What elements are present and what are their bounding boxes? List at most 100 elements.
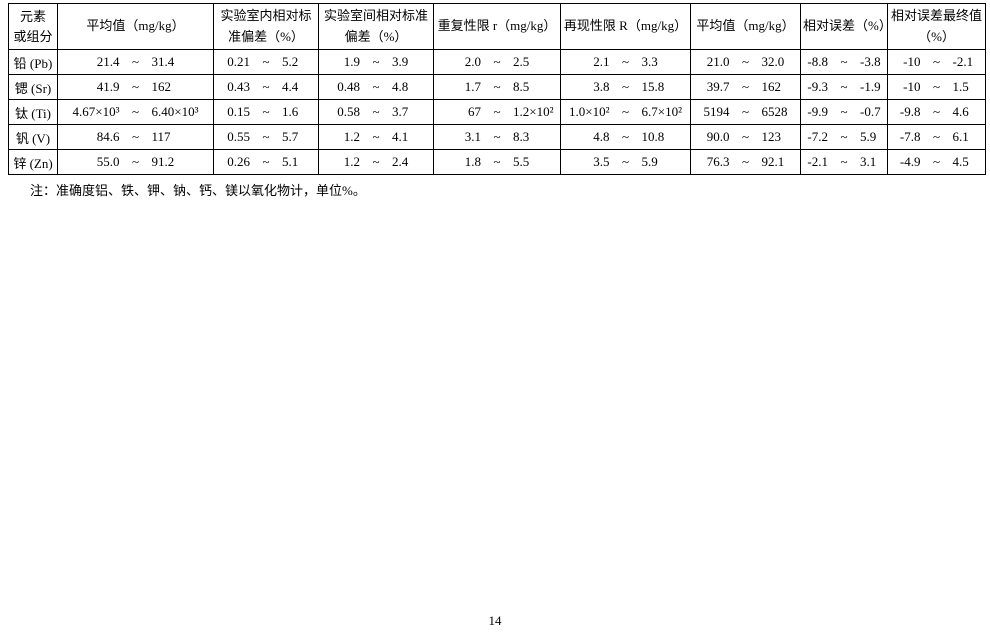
range-cell: 0.55 ~5.7 xyxy=(213,124,319,150)
tilde-separator: ~ xyxy=(741,104,750,119)
range-high: -1.9 xyxy=(860,79,881,94)
tilde-separator: ~ xyxy=(262,79,270,94)
range-high: 1.2×10² xyxy=(513,104,554,119)
table-row-ti: 钛 (Ti) 4.67×10³ ~6.40×10³ 0.15 ~1.6 0.58 ~3… xyxy=(8,99,986,125)
range-cell: 90.0 ~123 xyxy=(690,124,801,150)
tilde-separator: ~ xyxy=(741,54,750,69)
range-high: 32.0 xyxy=(761,54,785,69)
range-cell: 0.26 ~5.1 xyxy=(213,149,319,175)
range-high: 10.8 xyxy=(641,129,665,144)
element-cell: 钒 (V) xyxy=(8,124,58,150)
range-low: 67 xyxy=(468,104,481,119)
range-cell: 4.8 ~10.8 xyxy=(560,124,691,150)
tilde-separator: ~ xyxy=(932,129,941,144)
tilde-separator: ~ xyxy=(493,79,501,94)
tilde-separator: ~ xyxy=(493,104,501,119)
range-cell: -4.9 ~4.5 xyxy=(887,149,986,175)
tilde-separator: ~ xyxy=(372,54,380,69)
tilde-separator: ~ xyxy=(262,104,270,119)
range-low: 2.1 xyxy=(593,54,610,69)
tilde-separator: ~ xyxy=(932,104,941,119)
range-high: 2.5 xyxy=(513,54,530,69)
tilde-separator: ~ xyxy=(840,54,848,69)
range-low: 3.8 xyxy=(593,79,610,94)
range-low: -4.9 xyxy=(899,154,921,169)
range-high: 3.1 xyxy=(860,154,877,169)
header-row: 元素 或组分 平均值（mg/kg） 实验室内相对标准偏差（%） 实验室间相对标准… xyxy=(8,3,986,50)
tilde-separator: ~ xyxy=(131,54,140,69)
range-cell: -9.8 ~4.6 xyxy=(887,99,986,125)
range-low: 1.2 xyxy=(343,129,360,144)
tilde-separator: ~ xyxy=(372,79,380,94)
range-low: -9.9 xyxy=(807,104,828,119)
range-cell: 1.9 ~3.9 xyxy=(318,49,434,75)
range-cell: 0.43 ~4.4 xyxy=(213,74,319,100)
tilde-separator: ~ xyxy=(262,154,270,169)
tilde-separator: ~ xyxy=(372,104,380,119)
range-cell: -8.8 ~ -3.8 xyxy=(800,49,888,75)
range-high: 91.2 xyxy=(151,154,175,169)
range-high: 3.9 xyxy=(392,54,409,69)
range-cell: 0.15 ~1.6 xyxy=(213,99,319,125)
range-low: 90.0 xyxy=(706,129,730,144)
range-low: -7.2 xyxy=(807,129,828,144)
element-cell: 锌 (Zn) xyxy=(8,149,58,175)
range-low: 3.1 xyxy=(464,129,481,144)
range-cell: -7.8 ~6.1 xyxy=(887,124,986,150)
range-low: 21.4 xyxy=(96,54,120,69)
range-low: 4.8 xyxy=(593,129,610,144)
tilde-separator: ~ xyxy=(840,104,848,119)
range-cell: 2.1 ~3.3 xyxy=(560,49,691,75)
range-low: 0.26 xyxy=(227,154,250,169)
table-row-v: 钒 (V) 84.6 ~117 0.55 ~5.7 1.2 ~4.1 3.1 ~8.3 … xyxy=(8,124,986,150)
tilde-separator: ~ xyxy=(493,129,501,144)
tilde-separator: ~ xyxy=(840,129,848,144)
range-low: 3.5 xyxy=(593,154,610,169)
tilde-separator: ~ xyxy=(840,79,848,94)
range-low: 55.0 xyxy=(96,154,120,169)
range-cell: -10 ~1.5 xyxy=(887,74,986,100)
table-row-sr: 锶 (Sr) 41.9 ~162 0.43 ~4.4 0.48 ~4.8 1.7 ~8.… xyxy=(8,74,986,100)
range-high: 3.3 xyxy=(641,54,658,69)
tilde-separator: ~ xyxy=(932,154,941,169)
range-cell: 21.0 ~32.0 xyxy=(690,49,801,75)
range-high: 123 xyxy=(761,129,782,144)
range-high: 4.8 xyxy=(392,79,409,94)
range-low: 1.2 xyxy=(343,154,360,169)
range-low: 21.0 xyxy=(706,54,730,69)
col-header-element-line1: 元素 xyxy=(19,9,46,24)
range-low: 76.3 xyxy=(706,154,730,169)
tilde-separator: ~ xyxy=(621,129,630,144)
range-cell: -9.9 ~ -0.7 xyxy=(800,99,888,125)
range-low: 1.0×10² xyxy=(569,104,610,119)
range-cell: 4.67×10³ ~6.40×10³ xyxy=(57,99,214,125)
range-cell: 2.0 ~2.5 xyxy=(433,49,561,75)
col-header-interlab-rsd: 实验室间相对标准偏差（%） xyxy=(318,3,434,50)
range-high: 5.7 xyxy=(282,129,299,144)
col-header-intralab-rsd: 实验室内相对标准偏差（%） xyxy=(213,3,319,50)
tilde-separator: ~ xyxy=(621,104,630,119)
range-cell: -9.3 ~ -1.9 xyxy=(800,74,888,100)
col-header-relative-error-final: 相对误差最终值（%） xyxy=(887,3,986,50)
range-low: 2.0 xyxy=(464,54,481,69)
element-cell: 钛 (Ti) xyxy=(8,99,58,125)
range-cell: 39.7 ~162 xyxy=(690,74,801,100)
range-low: 0.55 xyxy=(227,129,250,144)
tilde-separator: ~ xyxy=(741,129,750,144)
tilde-separator: ~ xyxy=(131,79,140,94)
tilde-separator: ~ xyxy=(932,54,941,69)
tilde-separator: ~ xyxy=(372,129,380,144)
tilde-separator: ~ xyxy=(131,104,140,119)
range-low: 0.43 xyxy=(227,79,250,94)
range-high: -3.8 xyxy=(860,54,881,69)
range-cell: -10 ~ -2.1 xyxy=(887,49,986,75)
range-low: 0.21 xyxy=(227,54,250,69)
range-cell: 0.58 ~3.7 xyxy=(318,99,434,125)
table-footnote: 注：准确度铝、铁、钾、钠、钙、镁以氧化物计，单位%。 xyxy=(30,183,366,198)
range-high: 2.4 xyxy=(392,154,409,169)
range-low: 0.58 xyxy=(337,104,360,119)
range-low: 4.67×10³ xyxy=(72,104,120,119)
range-low: 5194 xyxy=(703,104,730,119)
col-header-reproducibility-limit: 再现性限 R（mg/kg） xyxy=(560,3,691,50)
range-high: 5.1 xyxy=(282,154,299,169)
